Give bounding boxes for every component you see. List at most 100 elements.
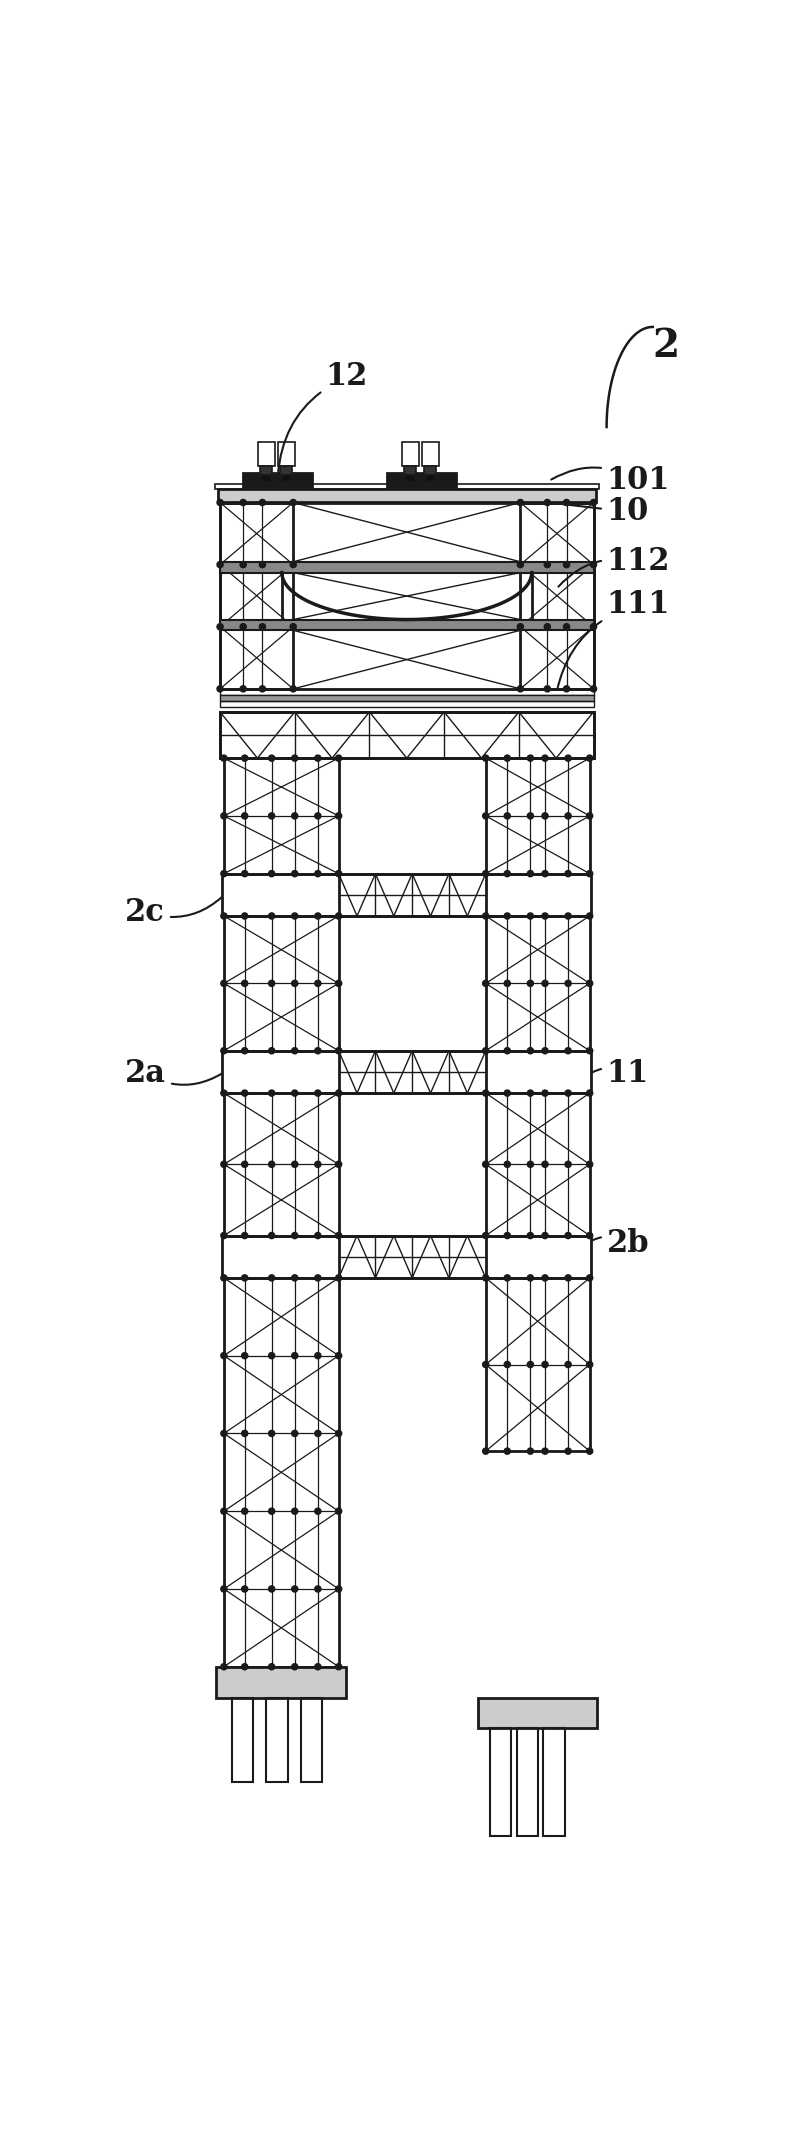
Circle shape (241, 1587, 248, 1593)
Circle shape (221, 1587, 227, 1593)
Circle shape (241, 1275, 248, 1282)
Circle shape (527, 912, 533, 919)
Circle shape (221, 756, 227, 762)
Circle shape (259, 623, 265, 629)
Circle shape (483, 1447, 488, 1454)
Text: 2b: 2b (592, 1228, 650, 1258)
Bar (218, 490, 596, 502)
Circle shape (483, 1162, 488, 1168)
Circle shape (314, 870, 321, 876)
Text: 2a: 2a (125, 1058, 221, 1089)
Circle shape (564, 685, 569, 691)
Bar (220, 702, 593, 706)
Circle shape (241, 814, 248, 818)
Circle shape (542, 870, 548, 876)
Circle shape (314, 1048, 321, 1054)
Circle shape (292, 1664, 298, 1670)
Text: 111: 111 (557, 588, 670, 689)
Circle shape (221, 981, 227, 985)
Circle shape (504, 1232, 510, 1239)
Circle shape (565, 1275, 571, 1282)
Circle shape (240, 623, 246, 629)
Circle shape (240, 685, 246, 691)
Circle shape (586, 1447, 593, 1454)
Circle shape (564, 563, 569, 567)
Circle shape (241, 981, 248, 985)
Bar (424, 466, 436, 474)
Bar (222, 1235, 591, 1277)
Bar (544, 1728, 565, 1836)
Circle shape (586, 814, 593, 818)
Circle shape (586, 870, 593, 876)
Circle shape (527, 1048, 533, 1054)
Circle shape (292, 1275, 298, 1282)
Circle shape (217, 563, 223, 567)
Bar (215, 483, 599, 490)
Circle shape (241, 756, 248, 762)
Circle shape (542, 1162, 548, 1168)
Text: 112: 112 (558, 545, 670, 586)
Bar (387, 472, 456, 490)
Circle shape (221, 1232, 227, 1239)
Circle shape (504, 1162, 510, 1168)
Circle shape (504, 1275, 510, 1282)
Circle shape (292, 1048, 298, 1054)
Circle shape (527, 814, 533, 818)
Circle shape (269, 1664, 275, 1670)
Bar (486, 1093, 589, 1235)
Text: 2c: 2c (125, 897, 222, 928)
Circle shape (269, 814, 275, 818)
Circle shape (504, 981, 510, 985)
Circle shape (314, 912, 321, 919)
Circle shape (586, 912, 593, 919)
Circle shape (542, 1232, 548, 1239)
Circle shape (586, 756, 593, 762)
Circle shape (542, 1361, 548, 1368)
Circle shape (269, 1430, 275, 1436)
Bar (243, 472, 313, 490)
Circle shape (483, 912, 488, 919)
Circle shape (269, 981, 275, 985)
Circle shape (542, 756, 548, 762)
Circle shape (292, 1232, 298, 1239)
Circle shape (241, 1091, 248, 1097)
Circle shape (292, 912, 298, 919)
Bar (220, 502, 593, 689)
Bar (422, 442, 439, 466)
Bar (220, 563, 593, 573)
Bar (220, 696, 593, 702)
Circle shape (241, 1353, 248, 1359)
Bar (220, 713, 593, 758)
Circle shape (527, 1232, 533, 1239)
Circle shape (221, 1430, 227, 1436)
Bar (404, 466, 416, 474)
Circle shape (586, 1048, 593, 1054)
Circle shape (314, 1507, 321, 1514)
Circle shape (335, 1507, 342, 1514)
Circle shape (565, 912, 571, 919)
Circle shape (565, 870, 571, 876)
Circle shape (542, 1048, 548, 1054)
Bar (478, 1698, 597, 1728)
Circle shape (483, 756, 488, 762)
Circle shape (335, 1664, 342, 1670)
Circle shape (542, 814, 548, 818)
Circle shape (335, 1587, 342, 1593)
Bar (224, 917, 338, 1050)
Circle shape (504, 1048, 510, 1054)
Circle shape (527, 870, 533, 876)
Bar (516, 1728, 538, 1836)
Circle shape (545, 685, 550, 691)
Circle shape (586, 1162, 593, 1168)
Circle shape (527, 1162, 533, 1168)
Circle shape (269, 1232, 275, 1239)
Circle shape (292, 756, 298, 762)
Circle shape (517, 623, 524, 629)
Circle shape (586, 1091, 593, 1097)
Circle shape (241, 1232, 248, 1239)
Bar (338, 1235, 486, 1277)
Circle shape (269, 870, 275, 876)
Bar (489, 1728, 511, 1836)
Circle shape (586, 1275, 593, 1282)
Circle shape (483, 1361, 488, 1368)
